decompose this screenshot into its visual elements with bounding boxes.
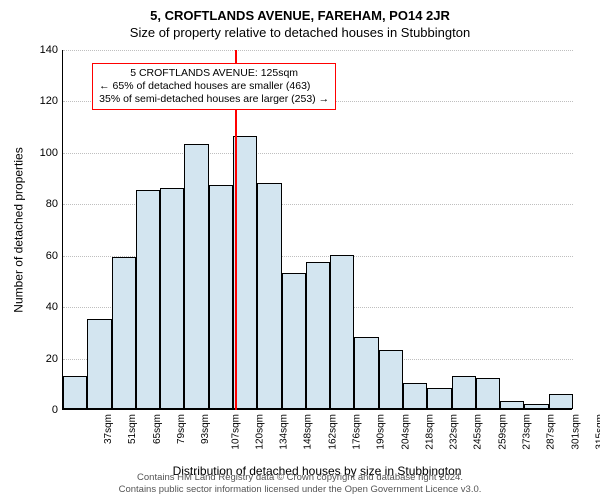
footer-line-1: Contains HM Land Registry data © Crown c… [0, 472, 600, 484]
xtick-label: 93sqm [200, 414, 211, 444]
info-box-line: 35% of semi-detached houses are larger (… [99, 93, 329, 106]
histogram-bar [500, 401, 524, 409]
histogram-bar [476, 378, 500, 409]
ytick-label: 100 [18, 147, 58, 159]
histogram-bar [403, 383, 427, 409]
xtick-label: 120sqm [254, 414, 265, 450]
histogram-bar [282, 273, 306, 409]
histogram-bar [184, 144, 208, 409]
xtick-label: 148sqm [303, 414, 314, 450]
histogram-bar [452, 376, 476, 409]
ytick-label: 40 [18, 301, 58, 313]
ytick-label: 80 [18, 198, 58, 210]
xtick-label: 273sqm [522, 414, 533, 450]
xtick-label: 245sqm [473, 414, 484, 450]
xtick-label: 176sqm [352, 414, 363, 450]
info-box-line: 5 CROFTLANDS AVENUE: 125sqm [99, 67, 329, 80]
histogram-bar [160, 188, 184, 409]
ytick-label: 140 [18, 44, 58, 56]
xtick-label: 301sqm [570, 414, 581, 450]
gridline-h [63, 153, 573, 154]
xtick-label: 315sqm [594, 414, 600, 450]
xtick-label: 79sqm [176, 414, 187, 444]
histogram-bar [257, 183, 281, 409]
xtick-label: 259sqm [497, 414, 508, 450]
info-box-line: ← 65% of detached houses are smaller (46… [99, 80, 329, 93]
xtick-label: 162sqm [327, 414, 338, 450]
xtick-label: 107sqm [230, 414, 241, 450]
xtick-label: 218sqm [424, 414, 435, 450]
xtick-label: 287sqm [546, 414, 557, 450]
ytick-label: 120 [18, 95, 58, 107]
histogram-bar [63, 376, 87, 409]
histogram-bar [379, 350, 403, 409]
histogram-bar [524, 404, 548, 409]
histogram-bar [427, 388, 451, 409]
xtick-label: 65sqm [152, 414, 163, 444]
histogram-bar [306, 262, 330, 409]
xtick-label: 204sqm [400, 414, 411, 450]
xtick-label: 232sqm [449, 414, 460, 450]
ytick-label: 20 [18, 353, 58, 365]
xtick-label: 37sqm [103, 414, 114, 444]
histogram-bar [354, 337, 378, 409]
chart-title-main: 5, CROFTLANDS AVENUE, FAREHAM, PO14 2JR [0, 0, 600, 23]
plot-region: 02040608010012014037sqm51sqm65sqm79sqm93… [62, 50, 572, 410]
chart-title-sub: Size of property relative to detached ho… [0, 23, 600, 40]
xtick-label: 51sqm [127, 414, 138, 444]
xtick-label: 134sqm [279, 414, 290, 450]
info-box: 5 CROFTLANDS AVENUE: 125sqm← 65% of deta… [92, 63, 336, 110]
xtick-label: 190sqm [376, 414, 387, 450]
chart-plot-area: 02040608010012014037sqm51sqm65sqm79sqm93… [62, 50, 572, 410]
ytick-label: 60 [18, 250, 58, 262]
footer-attribution: Contains HM Land Registry data © Crown c… [0, 472, 600, 496]
footer-line-2: Contains public sector information licen… [0, 484, 600, 496]
gridline-h [63, 50, 573, 51]
histogram-bar [549, 394, 573, 409]
y-axis-label: Number of detached properties [12, 147, 26, 312]
histogram-bar [87, 319, 111, 409]
histogram-bar [136, 190, 160, 409]
chart-container: 5, CROFTLANDS AVENUE, FAREHAM, PO14 2JR … [0, 0, 600, 500]
histogram-bar [209, 185, 233, 409]
ytick-label: 0 [18, 404, 58, 416]
histogram-bar [112, 257, 136, 409]
histogram-bar [330, 255, 354, 409]
